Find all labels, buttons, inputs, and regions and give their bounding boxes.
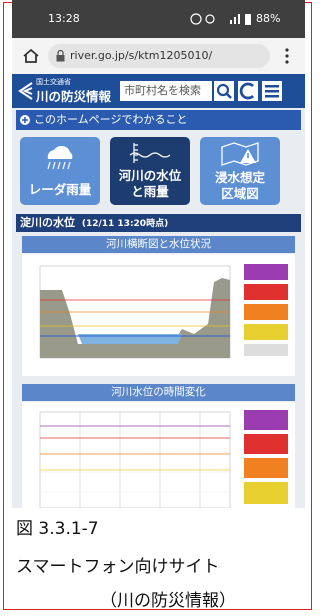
page: {"status_bar": {"time": "13:28", "batter… — [0, 0, 318, 616]
menu-dots[interactable] — [284, 47, 290, 65]
site-name: 川の防災情報 — [36, 86, 111, 105]
section-time: (12/11 13:20時点) — [82, 219, 168, 229]
intro-text: このホームページでわかること — [34, 110, 187, 130]
tile-flood-map[interactable]: 浸水想定 区域図 — [200, 137, 280, 205]
section-title: 淀川の水位 — [20, 216, 75, 229]
intro-bar[interactable]: このホームページでわかること — [16, 110, 301, 130]
gauge-icon — [128, 141, 172, 165]
status-icons — [190, 12, 252, 26]
panel-title[interactable]: 河川横断図と水位状況 — [22, 236, 295, 253]
panel-title[interactable]: 河川水位の時間変化 — [22, 384, 295, 401]
lock-icon — [56, 50, 65, 62]
caption-line: スマートフォン向けサイト — [16, 552, 220, 577]
cloud-icon — [42, 143, 78, 171]
time-series-image — [22, 402, 295, 508]
cross-section-image — [22, 254, 295, 376]
phone-screenshot: 13:28 88% river.go.jp/s/ktm1205010/ 国土交通… — [12, 0, 305, 508]
tile-label: レーダ雨量 — [20, 179, 100, 198]
status-bar: 13:28 88% — [12, 0, 305, 38]
site-header: 国土交通省 川の防災情報 市町村名を検索 — [12, 74, 305, 108]
address-bar: river.go.jp/s/ktm1205010/ — [12, 38, 305, 74]
clock: 13:28 — [48, 12, 80, 25]
home-button[interactable] — [22, 48, 40, 64]
figure-number: 図 3.3.1-7 — [16, 514, 99, 539]
caption-line: （川の防災情報） — [100, 586, 236, 611]
tile-water-level[interactable]: 河川の水位 と雨量 — [110, 137, 190, 205]
url: river.go.jp/s/ktm1205010/ — [70, 44, 212, 68]
header-buttons[interactable] — [214, 81, 300, 101]
battery: 88% — [256, 12, 280, 25]
tile-label: と雨量 — [110, 181, 190, 200]
map-icon — [218, 141, 262, 167]
tile-label: 区域図 — [200, 183, 280, 202]
logo-mark — [18, 82, 34, 100]
plus-icon — [20, 115, 30, 125]
tile-radar[interactable]: レーダ雨量 — [20, 137, 100, 205]
url-field[interactable]: river.go.jp/s/ktm1205010/ — [48, 44, 270, 68]
search-input[interactable]: 市町村名を検索 — [120, 81, 212, 101]
section-header: 淀川の水位 (12/11 13:20時点) — [16, 214, 301, 232]
